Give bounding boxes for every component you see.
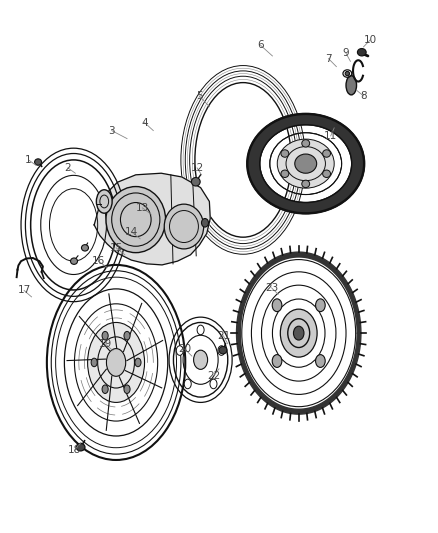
Ellipse shape [124, 385, 130, 393]
Ellipse shape [345, 71, 350, 76]
Ellipse shape [280, 309, 317, 357]
Text: 1: 1 [25, 155, 32, 165]
Ellipse shape [281, 150, 289, 157]
Ellipse shape [315, 299, 325, 312]
Text: 18: 18 [68, 446, 81, 455]
Text: 10: 10 [364, 35, 377, 45]
Ellipse shape [302, 180, 310, 188]
Ellipse shape [323, 150, 331, 157]
Text: 11: 11 [324, 131, 337, 141]
Polygon shape [94, 173, 210, 265]
Text: 9: 9 [343, 49, 350, 58]
Ellipse shape [194, 350, 208, 369]
Text: 16: 16 [92, 256, 105, 266]
Text: 20: 20 [178, 344, 191, 354]
Text: 13: 13 [136, 203, 149, 213]
Ellipse shape [102, 385, 108, 393]
Ellipse shape [293, 326, 304, 340]
Ellipse shape [76, 443, 85, 451]
Text: 7: 7 [325, 54, 332, 63]
Ellipse shape [295, 154, 317, 173]
Ellipse shape [281, 170, 289, 177]
Ellipse shape [88, 322, 145, 402]
Text: 2: 2 [64, 163, 71, 173]
Ellipse shape [357, 49, 366, 56]
Ellipse shape [272, 354, 282, 367]
Text: 19: 19 [99, 339, 112, 349]
Ellipse shape [106, 187, 166, 253]
Ellipse shape [302, 140, 310, 147]
Ellipse shape [197, 325, 204, 335]
Text: 6: 6 [257, 41, 264, 50]
Ellipse shape [346, 76, 357, 95]
Ellipse shape [191, 177, 200, 186]
Ellipse shape [315, 354, 325, 367]
Text: 17: 17 [18, 286, 31, 295]
Ellipse shape [81, 245, 88, 251]
Text: 5: 5 [196, 91, 203, 101]
Ellipse shape [218, 346, 225, 356]
Ellipse shape [184, 379, 191, 389]
Ellipse shape [71, 258, 78, 264]
Ellipse shape [135, 358, 141, 367]
Text: 3: 3 [108, 126, 115, 135]
Ellipse shape [102, 332, 108, 340]
Ellipse shape [272, 299, 282, 312]
Text: 8: 8 [360, 91, 367, 101]
Ellipse shape [201, 219, 208, 227]
Ellipse shape [106, 349, 126, 376]
Ellipse shape [277, 139, 334, 188]
Text: 4: 4 [141, 118, 148, 127]
Ellipse shape [176, 346, 183, 356]
Text: 21: 21 [217, 331, 230, 341]
Ellipse shape [323, 170, 331, 177]
Polygon shape [237, 252, 361, 414]
Text: 15: 15 [110, 243, 123, 253]
Text: 14: 14 [125, 227, 138, 237]
Ellipse shape [124, 332, 130, 340]
Text: 22: 22 [207, 371, 220, 381]
Ellipse shape [35, 159, 42, 165]
Ellipse shape [91, 358, 97, 367]
Ellipse shape [219, 346, 227, 354]
Ellipse shape [164, 204, 204, 249]
Ellipse shape [210, 379, 217, 389]
Text: 23: 23 [265, 283, 278, 293]
Polygon shape [247, 114, 364, 213]
Ellipse shape [96, 190, 112, 213]
Text: 12: 12 [191, 163, 204, 173]
